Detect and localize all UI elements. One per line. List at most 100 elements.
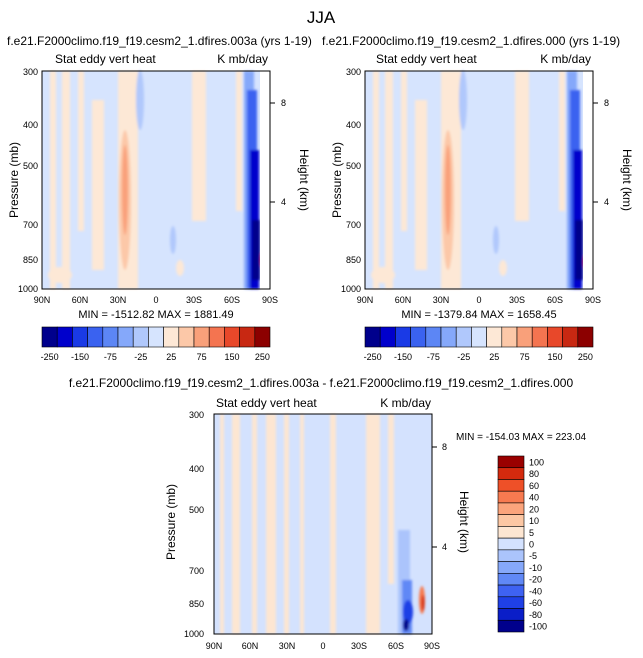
colorbar-label: -100 [529,622,547,632]
x-tick-label: 30S [351,641,367,651]
colorbar-swatch [364,326,381,348]
colorbar-label: -150 [71,352,89,362]
panel-1: f.e21.F2000climo.f19_f19.cesm2_1.dfires.… [7,34,312,362]
colorbar-label: 25 [489,352,499,362]
colorbar-label: 250 [255,352,270,362]
colorbar-swatch [516,326,533,348]
panel-3-plot-area [213,413,433,635]
panel-1-title: f.e21.F2000climo.f19_f19.cesm2_1.dfires.… [7,34,312,48]
colorbar-swatch [239,326,256,348]
panel-1-plot-area [41,70,271,290]
colorbar-swatch [425,326,442,348]
colorbar-swatch [56,326,73,348]
colorbar-label: 80 [529,469,539,479]
colorbar-label: -5 [529,551,537,561]
x-tick-label: 30S [186,295,202,305]
colorbar-label: -10 [529,563,542,573]
x-tick-label: 30N [433,295,450,305]
colorbar-swatch [497,455,525,469]
y2-tick-label: 8 [442,442,447,452]
colorbar-label: -250 [364,352,382,362]
x-tick-label: 30S [509,295,525,305]
y-tick-label: 1000 [18,284,38,294]
y-tick-label: 850 [23,255,38,265]
colorbar-swatch [497,490,525,504]
x-tick-label: 0 [320,641,325,651]
colorbar-swatch [41,326,58,348]
y-tick-label: 400 [189,464,204,474]
y2-tick-label: 4 [442,542,447,552]
colorbar-swatch [497,537,525,551]
x-tick-label: 60S [224,295,240,305]
colorbar-label: -25 [457,352,470,362]
panel-1-ylabel: Pressure (mb) [7,142,21,218]
panel-1-right-label: K mb/day [217,52,268,66]
y-tick-label: 400 [346,120,361,130]
y-tick-label: 500 [23,161,38,171]
colorbar-swatch [497,561,525,574]
x-tick-label: 60N [242,641,259,651]
colorbar-swatch [497,608,525,621]
x-tick-label: 60N [395,295,412,305]
colorbar-swatch [497,479,525,492]
colorbar-swatch [395,326,411,348]
colorbar-swatch [455,326,472,348]
panel-1-y2label: Height (km) [297,149,311,211]
y2-tick-label: 4 [281,197,286,207]
colorbar-label: -40 [529,586,542,596]
panel-3-title: f.e21.F2000climo.f19_f19.cesm2_1.dfires.… [69,376,574,390]
panel-2-minmax: MIN = -1379.84 MAX = 1658.45 [401,309,556,321]
panel-2-colorbar: -250 -150 -75 -25 25 75 150 250 [364,326,594,362]
colorbar-label: -150 [394,352,412,362]
x-tick-label: 60N [72,295,89,305]
colorbar-swatch [440,326,457,348]
x-tick-label: 90S [424,641,440,651]
colorbar-swatch [531,326,548,348]
panel-2-y2label: Height (km) [620,149,634,211]
x-tick-label: 90S [585,295,601,305]
colorbar-swatch [102,326,119,348]
colorbar-label: -75 [427,352,440,362]
panel-3-y2-ticks: 8 4 [432,442,447,552]
panel-2-left-label: Stat eddy vert heat [376,52,477,66]
colorbar-label: -80 [529,610,542,620]
panel-1-left-label: Stat eddy vert heat [55,52,156,66]
colorbar-label: 0 [529,540,534,550]
panel-3-right-label: K mb/day [380,396,431,410]
y-tick-label: 1000 [341,284,361,294]
x-tick-label: 0 [476,295,481,305]
colorbar-label: 40 [529,493,539,503]
x-tick-label: 60S [388,641,404,651]
colorbar-label: 75 [197,352,207,362]
y-tick-label: 500 [189,505,204,515]
colorbar-swatch [132,326,149,348]
x-tick-label: 0 [153,295,158,305]
y-tick-label: 850 [346,255,361,265]
panel-2: f.e21.F2000climo.f19_f19.cesm2_1.dfires.… [322,34,634,362]
panel-1-colorbar: -250 -150 -75 -25 25 75 150 250 [41,326,271,362]
panel-2-y-ticks: 300 400 500 700 850 1000 [341,67,361,294]
panel-1-y2-ticks: 8 4 [270,98,286,207]
panel-3-ylabel: Pressure (mb) [164,484,178,560]
colorbar-swatch [486,326,503,348]
panel-2-y2-ticks: 8 4 [593,98,609,207]
y-tick-label: 1000 [184,629,204,639]
colorbar-label: 10 [529,516,539,526]
colorbar-swatch [193,326,210,348]
y-tick-label: 700 [23,220,38,230]
colorbar-swatch [497,573,525,586]
colorbar-swatch [501,326,518,348]
colorbar-label: -60 [529,598,542,608]
panel-3-y-ticks: 300 400 500 700 850 1000 [184,410,204,639]
colorbar-label: 20 [529,504,539,514]
panel-2-right-label: K mb/day [540,52,591,66]
colorbar-swatch [471,326,487,348]
y2-tick-label: 8 [281,98,286,108]
panel-3-left-label: Stat eddy vert heat [216,396,317,410]
colorbar-swatch [497,526,525,539]
colorbar-swatch [87,326,104,348]
colorbar-swatch [148,326,164,348]
x-tick-label: 90N [206,641,223,651]
panel-3-y2label: Height (km) [457,491,471,553]
